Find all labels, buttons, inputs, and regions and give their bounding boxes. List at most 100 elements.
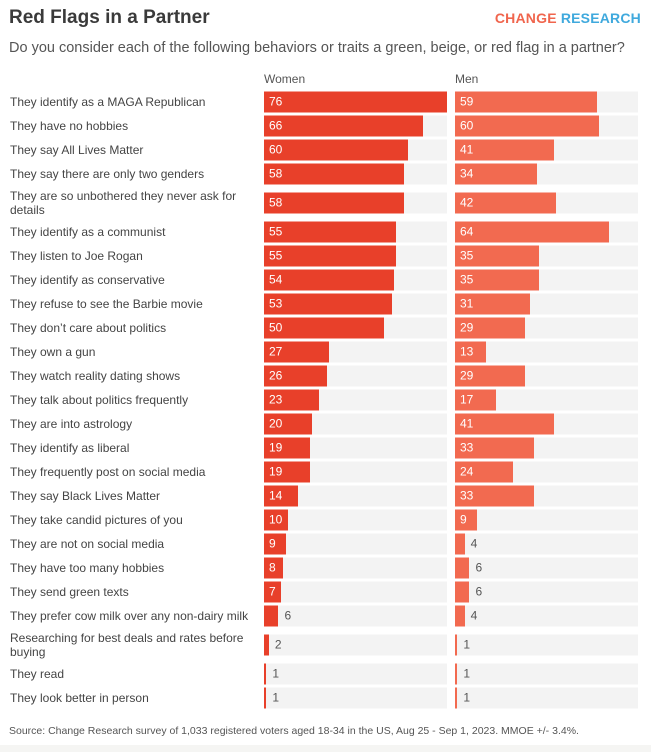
bar-track-women: 53 xyxy=(264,293,447,315)
bar-track-women: 26 xyxy=(264,365,447,387)
value-label-men: 33 xyxy=(460,440,474,455)
bar-track-women: 50 xyxy=(264,317,447,339)
value-label-men: 17 xyxy=(460,392,474,407)
bar-track-women: 55 xyxy=(264,245,447,267)
bar-men xyxy=(455,663,458,685)
bar-men xyxy=(455,139,554,161)
value-label-men: 4 xyxy=(470,536,478,551)
value-label-women: 1 xyxy=(272,690,280,705)
category-label: They read xyxy=(10,667,65,681)
bar-track-women: 14 xyxy=(264,485,447,507)
bar-track-women: 66 xyxy=(264,115,447,137)
bar-track-men: 31 xyxy=(455,293,638,315)
chart-row: They say Black Lives Matter 14 33 xyxy=(0,484,651,508)
bar-track-men: 42 xyxy=(455,192,638,214)
value-label-men: 31 xyxy=(460,296,474,311)
value-label-women: 19 xyxy=(269,440,283,455)
value-label-women: 23 xyxy=(269,392,283,407)
bar-track-men: 64 xyxy=(455,221,638,243)
bar-track-men: 41 xyxy=(455,413,638,435)
bar-women xyxy=(264,192,404,214)
bar-women xyxy=(264,605,279,627)
value-label-women: 8 xyxy=(269,560,276,575)
bar-track-women: 1 xyxy=(264,663,447,685)
source-note: Source: Change Research survey of 1,033 … xyxy=(9,725,579,737)
category-label: Researching for best deals and rates bef… xyxy=(10,631,244,659)
bar-women xyxy=(264,389,320,411)
value-label-women: 66 xyxy=(269,118,283,133)
bar-women xyxy=(264,115,423,137)
bar-women xyxy=(264,221,397,243)
bar-women xyxy=(264,293,392,315)
bar-men xyxy=(455,413,554,435)
chart-row: They identify as a MAGA Republican 76 59 xyxy=(0,90,651,114)
value-label-men: 59 xyxy=(460,94,474,109)
chart-row: They frequently post on social media 19 24 xyxy=(0,460,651,484)
bar-women xyxy=(264,365,327,387)
bar-men xyxy=(455,269,540,291)
value-label-women: 9 xyxy=(269,536,276,551)
bar-track-women: 10 xyxy=(264,509,447,531)
chart-row: They send green texts 7 6 xyxy=(0,580,651,604)
bar-track-women: 7 xyxy=(264,581,447,603)
bar-chart: They identify as a MAGA Republican 76 59 Th… xyxy=(0,90,651,710)
column-header-women: Women xyxy=(264,72,306,86)
value-label-women: 58 xyxy=(269,166,283,181)
bar-men xyxy=(455,557,470,579)
bar-track-women: 76 xyxy=(264,91,447,113)
bar-track-women: 19 xyxy=(264,461,447,483)
chart-row: They watch reality dating shows 26 29 xyxy=(0,364,651,388)
bar-women xyxy=(264,413,313,435)
bar-track-men: 9 xyxy=(455,509,638,531)
bar-track-men: 1 xyxy=(455,634,638,656)
bar-track-women: 55 xyxy=(264,221,447,243)
value-label-men: 41 xyxy=(460,416,474,431)
bar-men xyxy=(455,634,458,656)
bar-track-men: 29 xyxy=(455,365,638,387)
value-label-men: 6 xyxy=(475,560,483,575)
chart-row: They are not on social media 9 4 xyxy=(0,532,651,556)
bar-track-men: 1 xyxy=(455,663,638,685)
bar-men xyxy=(455,437,535,459)
bar-men xyxy=(455,533,465,555)
value-label-women: 60 xyxy=(269,142,283,157)
bar-track-women: 2 xyxy=(264,634,447,656)
category-label: They talk about politics frequently xyxy=(10,393,189,407)
value-label-men: 9 xyxy=(460,512,467,527)
bar-track-men: 35 xyxy=(455,269,638,291)
value-label-women: 27 xyxy=(269,344,283,359)
value-label-women: 19 xyxy=(269,464,283,479)
category-label: They identify as a communist xyxy=(10,225,166,239)
chart-row: They read 1 1 xyxy=(0,662,651,686)
bar-men xyxy=(455,91,598,113)
chart-row: They say All Lives Matter 60 41 xyxy=(0,138,651,162)
bar-track-men: 34 xyxy=(455,163,638,185)
chart-row: Researching for best deals and rates bef… xyxy=(0,628,651,662)
value-label-women: 54 xyxy=(269,272,283,287)
value-label-men: 64 xyxy=(460,224,474,239)
chart-row: They have no hobbies 66 60 xyxy=(0,114,651,138)
category-label: They watch reality dating shows xyxy=(10,369,181,383)
bar-men xyxy=(455,293,530,315)
value-label-men: 29 xyxy=(460,368,474,383)
bar-men xyxy=(455,245,540,267)
value-label-men: 1 xyxy=(463,666,471,681)
bar-track-women: 1 xyxy=(264,687,447,709)
chart-row: They identify as liberal 19 33 xyxy=(0,436,651,460)
value-label-women: 6 xyxy=(284,608,292,623)
bar-track-men: 1 xyxy=(455,687,638,709)
bar-track-men: 13 xyxy=(455,341,638,363)
category-label: They identify as a MAGA Republican xyxy=(10,95,206,109)
chart-row: They talk about politics frequently 23 17 xyxy=(0,388,651,412)
chart-row: They identify as a communist 55 64 xyxy=(0,220,651,244)
bar-track-men: 24 xyxy=(455,461,638,483)
value-label-women: 2 xyxy=(274,637,282,652)
value-label-women: 55 xyxy=(269,224,283,239)
value-label-men: 42 xyxy=(460,195,474,210)
footer-strip xyxy=(0,745,651,752)
category-label: They look better in person xyxy=(10,691,149,705)
bar-men xyxy=(455,605,465,627)
bar-women xyxy=(264,634,269,656)
value-label-men: 33 xyxy=(460,488,474,503)
value-label-men: 1 xyxy=(463,690,471,705)
